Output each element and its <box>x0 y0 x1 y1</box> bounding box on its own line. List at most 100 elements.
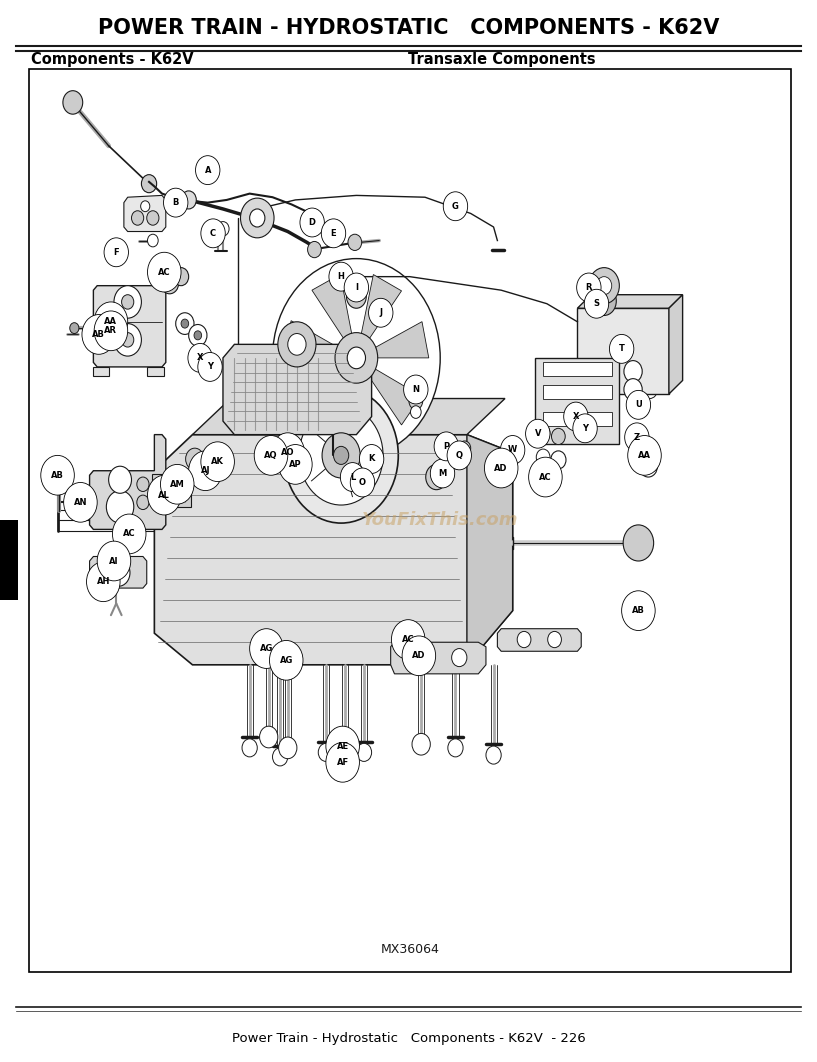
Circle shape <box>536 449 550 465</box>
Circle shape <box>105 321 117 336</box>
Circle shape <box>444 192 467 221</box>
Text: K: K <box>368 455 375 463</box>
Polygon shape <box>578 308 669 394</box>
Circle shape <box>447 441 471 469</box>
Text: N: N <box>413 386 419 394</box>
Circle shape <box>50 468 65 486</box>
Text: X: X <box>573 412 579 421</box>
Circle shape <box>94 311 127 350</box>
Polygon shape <box>90 434 166 529</box>
Text: AQ: AQ <box>264 451 278 460</box>
Circle shape <box>412 734 431 755</box>
Circle shape <box>358 469 370 484</box>
Circle shape <box>333 446 349 464</box>
Circle shape <box>347 347 365 369</box>
Circle shape <box>451 455 463 469</box>
Circle shape <box>299 406 383 506</box>
Text: Y: Y <box>207 362 213 372</box>
Circle shape <box>163 188 188 217</box>
Text: A: A <box>204 166 211 174</box>
Text: POWER TRAIN - HYDROSTATIC   COMPONENTS - K62V: POWER TRAIN - HYDROSTATIC COMPONENTS - K… <box>98 18 719 37</box>
Circle shape <box>63 90 83 115</box>
Text: AI: AI <box>109 556 118 565</box>
Circle shape <box>284 388 399 524</box>
FancyBboxPatch shape <box>29 69 791 972</box>
Circle shape <box>622 590 655 631</box>
Circle shape <box>402 636 435 675</box>
Text: B: B <box>172 199 179 207</box>
Polygon shape <box>376 322 429 358</box>
Circle shape <box>609 335 634 363</box>
Circle shape <box>122 332 134 347</box>
Text: O: O <box>359 478 366 487</box>
Circle shape <box>573 414 597 443</box>
Text: E: E <box>331 228 337 238</box>
Polygon shape <box>147 366 164 376</box>
Circle shape <box>189 451 222 491</box>
Text: AB: AB <box>92 330 105 339</box>
Circle shape <box>173 268 189 286</box>
Circle shape <box>536 425 550 441</box>
Polygon shape <box>93 366 109 376</box>
Circle shape <box>242 739 257 757</box>
Circle shape <box>484 448 518 487</box>
Circle shape <box>486 746 501 765</box>
Circle shape <box>254 435 288 476</box>
Circle shape <box>642 358 658 376</box>
Circle shape <box>300 208 324 237</box>
Circle shape <box>147 210 159 225</box>
Circle shape <box>122 295 134 309</box>
FancyBboxPatch shape <box>0 520 18 600</box>
Circle shape <box>200 459 216 477</box>
Polygon shape <box>90 556 147 588</box>
Circle shape <box>189 325 207 346</box>
Circle shape <box>564 402 588 431</box>
Circle shape <box>148 235 158 246</box>
Polygon shape <box>669 294 683 394</box>
Circle shape <box>136 477 149 492</box>
Circle shape <box>517 632 531 648</box>
Text: AG: AG <box>279 656 293 665</box>
Polygon shape <box>193 398 505 434</box>
Polygon shape <box>284 321 337 358</box>
Text: G: G <box>452 202 459 210</box>
Polygon shape <box>361 275 401 338</box>
Circle shape <box>136 495 149 510</box>
Text: F: F <box>114 247 119 257</box>
Text: U: U <box>635 400 642 409</box>
Circle shape <box>426 464 447 490</box>
Text: AA: AA <box>105 318 118 326</box>
Circle shape <box>270 640 303 680</box>
Text: Q: Q <box>456 451 462 460</box>
Text: S: S <box>593 299 600 308</box>
Circle shape <box>442 440 457 458</box>
Text: AK: AK <box>212 458 224 466</box>
Circle shape <box>240 199 274 238</box>
Circle shape <box>148 475 181 515</box>
Circle shape <box>322 433 360 478</box>
Circle shape <box>278 322 316 367</box>
Circle shape <box>273 258 440 457</box>
Text: V: V <box>534 429 541 439</box>
Circle shape <box>625 423 649 451</box>
FancyBboxPatch shape <box>152 475 191 507</box>
Text: AG: AG <box>260 644 273 653</box>
Circle shape <box>406 649 421 667</box>
Circle shape <box>104 238 128 267</box>
Circle shape <box>125 524 138 539</box>
Circle shape <box>109 466 132 493</box>
Circle shape <box>279 445 312 484</box>
Text: R: R <box>586 282 592 292</box>
Circle shape <box>176 313 194 335</box>
Text: Z: Z <box>634 433 640 442</box>
Circle shape <box>551 428 565 445</box>
Text: L: L <box>350 473 355 481</box>
Circle shape <box>337 748 353 766</box>
Circle shape <box>452 649 467 667</box>
Text: AD: AD <box>494 463 508 473</box>
Circle shape <box>288 333 306 355</box>
Text: Transaxle Components: Transaxle Components <box>408 52 596 67</box>
Text: D: D <box>309 218 315 227</box>
Circle shape <box>288 450 300 464</box>
Polygon shape <box>535 358 619 444</box>
